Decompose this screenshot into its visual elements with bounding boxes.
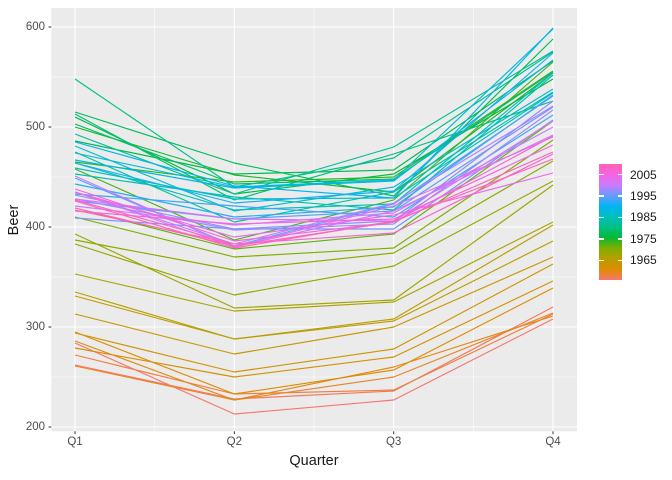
y-tick-label-200: 200 — [25, 421, 45, 433]
legend-label-1995: 1995 — [630, 189, 657, 204]
legend-tick-mark — [617, 259, 622, 261]
legend-colorbar — [599, 164, 622, 280]
y-tick-label-400: 400 — [25, 221, 45, 233]
x-tick-label-Q3: Q3 — [385, 436, 402, 448]
series-line-1979 — [74, 71, 554, 185]
legend-label-1985: 1985 — [630, 210, 657, 225]
series-line-1988 — [74, 28, 554, 188]
series-line-1995 — [74, 106, 554, 220]
series-line-1970 — [74, 160, 554, 271]
legend-tick-mark — [617, 174, 622, 176]
x-tick-label-Q1: Q1 — [67, 436, 83, 448]
y-tick-label-600: 600 — [25, 21, 45, 33]
legend-label-1975: 1975 — [630, 231, 657, 246]
legend-tick-mark — [617, 238, 622, 240]
series-line-1987 — [74, 88, 554, 212]
x-tick-label-Q2: Q2 — [226, 436, 242, 448]
series-line-2006 — [74, 135, 554, 242]
series-line-1972 — [74, 120, 554, 250]
x-axis-title: Quarter — [289, 453, 339, 469]
series-line-1963 — [74, 263, 554, 373]
series-line-1957 — [74, 306, 554, 400]
series-line-1993 — [74, 114, 554, 218]
legend-tick-mark — [617, 195, 622, 197]
legend-tick-mark — [599, 174, 604, 176]
series-line-1980 — [74, 100, 554, 201]
x-tick-label-Q4: Q4 — [545, 436, 561, 448]
series-line-1990 — [74, 27, 554, 199]
series-line-1962 — [74, 280, 554, 378]
series-line-1965 — [74, 240, 554, 340]
legend-tick-mark — [599, 238, 604, 240]
series-line-1959 — [74, 312, 554, 401]
legend-label-2005: 2005 — [630, 167, 657, 182]
series-line-2010 — [74, 209, 235, 245]
series-line-1991 — [74, 52, 554, 204]
series-line-2007 — [74, 153, 554, 245]
series-line-1968 — [74, 184, 554, 309]
legend-label-1965: 1965 — [630, 253, 657, 268]
series-line-1966 — [74, 224, 554, 340]
series-line-1960 — [74, 315, 554, 401]
series-line-2005 — [74, 144, 554, 225]
series-line-1967 — [74, 221, 554, 312]
series-line-2001 — [74, 134, 554, 248]
series-line-1956 — [74, 318, 554, 415]
y-tick-label-500: 500 — [25, 121, 45, 133]
y-tick-label-300: 300 — [25, 321, 45, 333]
legend-tick-mark — [599, 216, 604, 219]
series-line-1964 — [74, 256, 554, 355]
series-line-1989 — [74, 59, 554, 189]
series-line-2009 — [74, 158, 554, 249]
series-line-1969 — [74, 180, 554, 296]
legend-tick-mark — [617, 216, 622, 219]
series-line-1978 — [74, 38, 554, 197]
legend-tick-mark — [599, 259, 604, 261]
legend-tick-mark — [599, 195, 604, 197]
series-line-1958 — [74, 313, 554, 395]
series-line-1984 — [74, 74, 554, 211]
